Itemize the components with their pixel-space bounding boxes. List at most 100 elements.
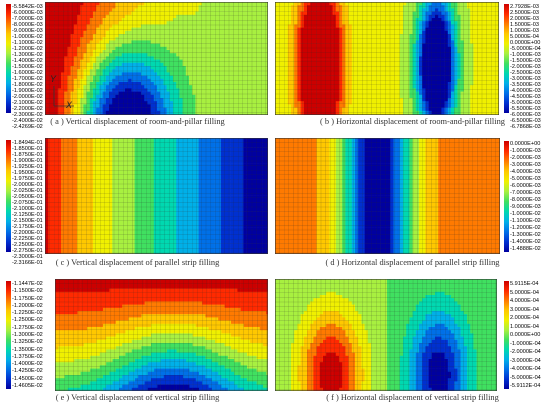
legend-label: -8.0000E-03 bbox=[12, 22, 43, 28]
legend-label: -1.0000E-03 bbox=[510, 52, 541, 58]
legend-label: 2.5000E-03 bbox=[510, 10, 539, 16]
legend-color-bar bbox=[6, 4, 11, 113]
legend-label: -2.0750E-01 bbox=[12, 200, 43, 206]
contour-plot-b bbox=[275, 2, 499, 115]
caption-d: ( d ) Horizontal displacement of paralle… bbox=[325, 258, 500, 267]
legend-label: -1.1750E-02 bbox=[12, 295, 43, 302]
legend-label: -2.0500E-01 bbox=[12, 194, 43, 200]
legend-label: -1.7000E-02 bbox=[12, 76, 43, 82]
legend-label: -6.0000E-03 bbox=[510, 183, 541, 189]
legend-label: -3.0000E-03 bbox=[510, 162, 541, 168]
legend-label: -1.0000E-04 bbox=[510, 340, 541, 347]
caption-f: ( f ) Horizontal displacement of vertica… bbox=[326, 393, 499, 402]
legend-label: -1.4000E-02 bbox=[12, 58, 43, 64]
legend-label: 3.0000E-04 bbox=[510, 306, 539, 313]
legend-label: 5.0000E-04 bbox=[510, 289, 539, 296]
legend-label: -5.0000E-03 bbox=[510, 176, 541, 182]
legend-label: -5.0000E-04 bbox=[510, 46, 541, 52]
contour-plot-e bbox=[55, 279, 268, 391]
legend-label: -1.8750E-01 bbox=[12, 152, 43, 158]
legend-b: 2.7928E-03 2.5000E-03 2.0000E-03 1.5000E-03… bbox=[504, 4, 550, 130]
legend-label: -2.2750E-01 bbox=[12, 248, 43, 254]
legend-label: -5.0000E-03 bbox=[510, 100, 541, 106]
legend-label: -2.1250E-01 bbox=[12, 212, 43, 218]
legend-color-bar bbox=[504, 141, 509, 252]
legend-labels: -5.5842E-03 -6.0000E-03 -7.0000E-03 -8.0000… bbox=[12, 4, 43, 130]
legend-label: -5.9112E-04 bbox=[510, 383, 541, 389]
legend-label: -1.2500E-02 bbox=[12, 317, 43, 324]
legend-label: -6.0000E-03 bbox=[12, 10, 43, 16]
legend-label: 1.0000E-04 bbox=[510, 323, 539, 330]
legend-label: -6.7868E-03 bbox=[510, 124, 541, 130]
legend-label: -2.0000E-04 bbox=[510, 349, 541, 355]
legend-label: 2.0000E-04 bbox=[510, 315, 539, 321]
legend-label: -1.9750E-01 bbox=[12, 176, 43, 182]
legend-label: 0.0000E+00 bbox=[510, 332, 541, 338]
legend-label: -1.8500E-01 bbox=[12, 146, 43, 152]
legend-label: -2.4269E-02 bbox=[12, 124, 43, 130]
caption-c: ( c ) Vertical displacement of parallel … bbox=[55, 258, 220, 267]
legend-label: -1.4605E-02 bbox=[12, 382, 43, 389]
legend-label: -2.4000E-02 bbox=[12, 118, 43, 124]
legend-label: -1.4500E-02 bbox=[12, 375, 43, 382]
legend-label: -1.3750E-02 bbox=[12, 353, 43, 360]
legend-label: -4.0000E-04 bbox=[510, 366, 541, 372]
contour-field bbox=[275, 279, 497, 391]
legend-label: 5.9115E-04 bbox=[510, 281, 539, 287]
contour-plot-c bbox=[45, 138, 268, 254]
legend-label: -1.4000E-02 bbox=[12, 361, 43, 368]
legend-label: -3.0000E-03 bbox=[510, 76, 541, 82]
legend-label: -4.0000E-03 bbox=[510, 88, 541, 94]
legend-label: 2.7928E-03 bbox=[510, 4, 539, 10]
legend-label: 0.0000E+00 bbox=[510, 141, 541, 147]
legend-e: -1.1447E-02 -1.1500E-02 -1.1750E-02 -1.2000… bbox=[6, 281, 54, 389]
x-axis-label: X bbox=[66, 100, 73, 110]
legend-label: -6.5000E-03 bbox=[510, 118, 541, 124]
caption-e: ( e ) Vertical displacement of vertical … bbox=[55, 393, 220, 402]
legend-label: -2.0000E-02 bbox=[12, 94, 43, 100]
legend-label: -2.3166E-01 bbox=[12, 260, 43, 266]
legend-label: 2.0000E-03 bbox=[510, 16, 539, 22]
legend-d: 0.0000E+00 -1.0000E-03 -2.0000E-03 -3.0000E… bbox=[504, 141, 550, 252]
legend-label: -8.0000E-03 bbox=[510, 197, 541, 203]
legend-label: -2.1000E-02 bbox=[12, 100, 43, 106]
contour-field bbox=[275, 2, 499, 115]
legend-label: -6.0000E-03 bbox=[510, 112, 541, 118]
legend-label: -1.2000E-02 bbox=[12, 46, 43, 52]
legend-label: -2.5000E-03 bbox=[510, 70, 541, 76]
legend-label: -7.0000E-03 bbox=[510, 190, 541, 196]
legend-label: -2.0000E-01 bbox=[12, 182, 43, 188]
legend-label: -2.2000E-01 bbox=[12, 230, 43, 236]
legend-label: -1.3000E-02 bbox=[12, 331, 43, 338]
legend-label: -1.3000E-02 bbox=[12, 52, 43, 58]
legend-color-bar bbox=[504, 281, 509, 389]
legend-c: -1.8494E-01 -1.8500E-01 -1.8750E-01 -1.9000… bbox=[6, 140, 54, 266]
legend-label: 1.5000E-03 bbox=[510, 22, 539, 28]
legend-label: -1.9000E-02 bbox=[12, 88, 43, 94]
legend-a: -5.5842E-03 -6.0000E-03 -7.0000E-03 -8.0000… bbox=[6, 4, 54, 130]
legend-label: -1.1500E-02 bbox=[12, 288, 43, 295]
legend-label: -1.3500E-02 bbox=[12, 346, 43, 353]
legend-label: -2.0250E-01 bbox=[12, 188, 43, 194]
legend-label: 0.0000E+00 bbox=[510, 40, 541, 46]
legend-label: -2.0000E-03 bbox=[510, 64, 541, 70]
legend-label: -2.1500E-01 bbox=[12, 218, 43, 224]
legend-color-bar bbox=[504, 4, 509, 113]
legend-label: -3.0000E-04 bbox=[510, 357, 541, 364]
legend-label: -1.2000E-02 bbox=[12, 302, 43, 309]
legend-labels: 2.7928E-03 2.5000E-03 2.0000E-03 1.5000E-03… bbox=[510, 4, 541, 130]
y-axis-label: Y bbox=[50, 74, 57, 84]
legend-label: -1.0000E-03 bbox=[510, 148, 541, 154]
legend-label: -2.1000E-01 bbox=[12, 206, 43, 212]
legend-label: -1.9250E-01 bbox=[12, 164, 43, 170]
legend-label: -1.8494E-01 bbox=[12, 140, 43, 146]
legend-color-bar bbox=[6, 281, 11, 389]
legend-labels: -1.8494E-01 -1.8500E-01 -1.8750E-01 -1.9000… bbox=[12, 140, 43, 266]
legend-label: -1.9000E-01 bbox=[12, 158, 43, 164]
legend-label: -1.5000E-03 bbox=[510, 58, 541, 64]
legend-color-bar bbox=[6, 140, 11, 252]
contour-plot-a bbox=[45, 2, 268, 115]
legend-label: -1.4888E-02 bbox=[510, 246, 541, 252]
legend-label: -1.3000E-02 bbox=[510, 232, 541, 238]
legend-label: -1.0000E-02 bbox=[12, 34, 43, 40]
